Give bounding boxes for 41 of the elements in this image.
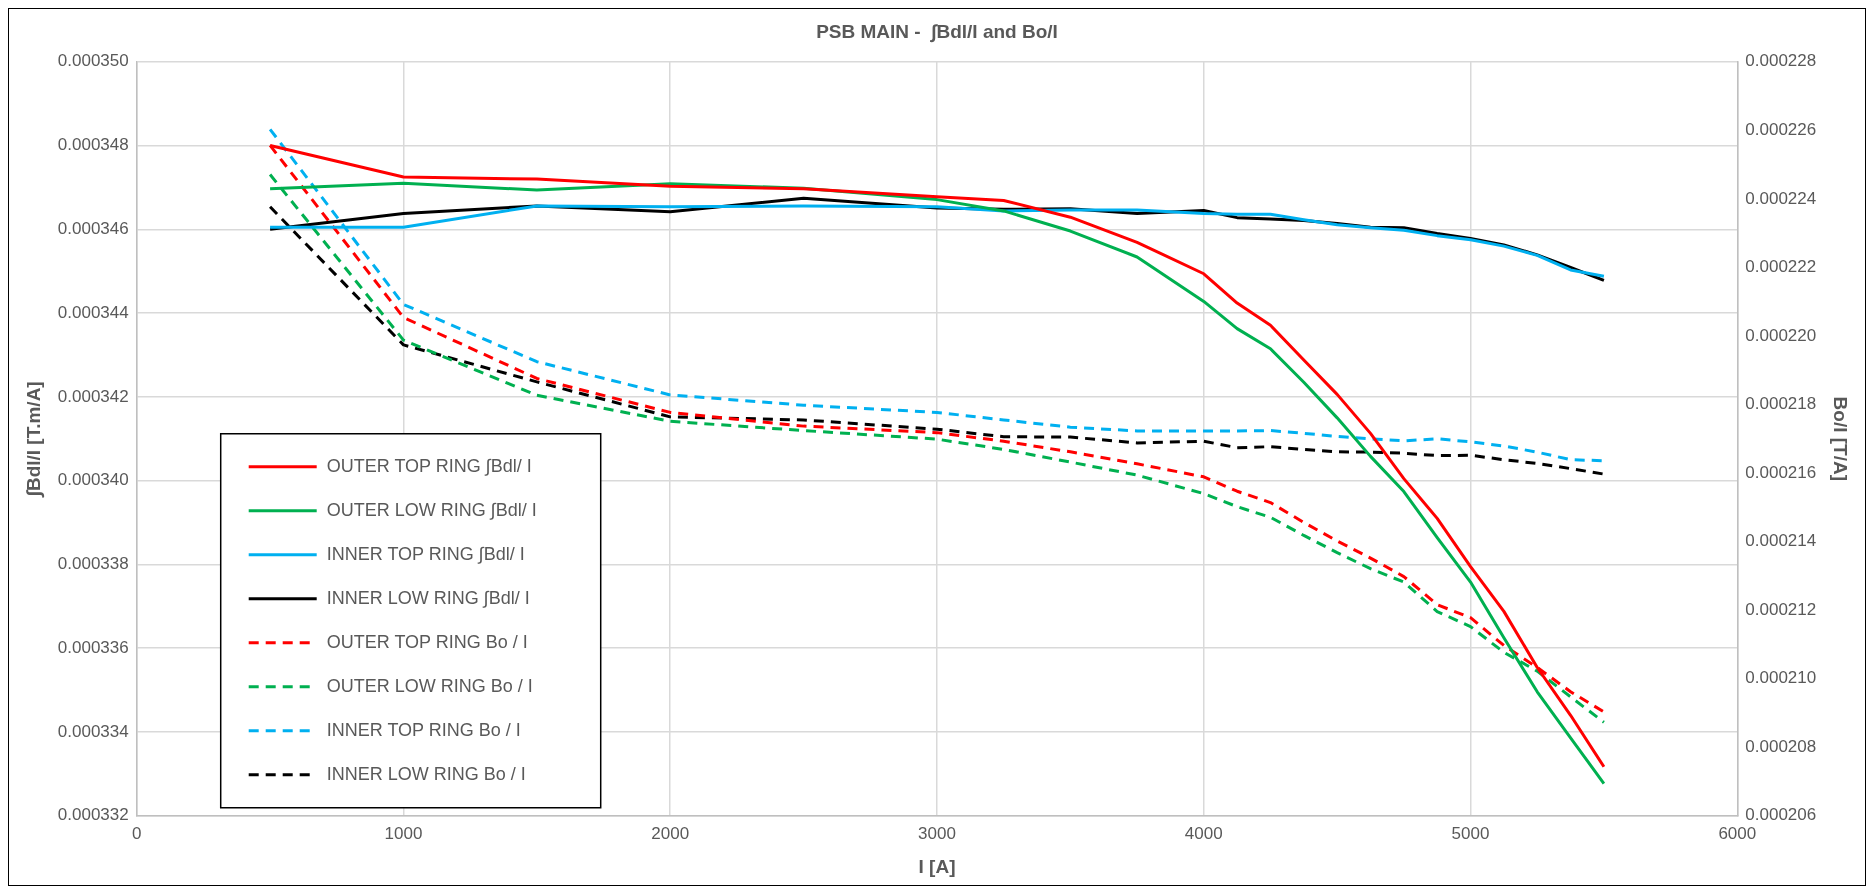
y-tick-label: 0.000332: [57, 805, 129, 825]
y-tick-label: 0.000348: [57, 135, 129, 155]
y2-axis-title: Bo/I [T/A]: [1830, 396, 1852, 482]
y2-tick-label: 0.000222: [1745, 257, 1817, 277]
y-axis-title: ∫Bdl/I [T.m/A]: [22, 381, 45, 499]
y-tick-label: 0.000350: [57, 51, 129, 71]
y-tick-label: 0.000334: [57, 721, 129, 741]
x-tick-label: 5000: [1451, 823, 1490, 843]
y-tick-label: 0.000336: [57, 637, 129, 657]
x-tick-label: 6000: [1718, 823, 1757, 843]
y-tick-label: 0.000340: [57, 470, 129, 490]
x-tick-label: 4000: [1184, 823, 1223, 843]
legend-label: INNER TOP RING Bo / I: [326, 719, 521, 740]
y2-tick-label: 0.000224: [1745, 188, 1817, 208]
x-tick-label: 0: [131, 823, 142, 843]
y-tick-label: 0.000346: [57, 219, 129, 239]
y2-tick-label: 0.000226: [1745, 120, 1817, 140]
y2-tick-label: 0.000210: [1745, 668, 1817, 688]
x-tick-label: 1000: [384, 823, 423, 843]
y-tick-label: 0.000344: [57, 302, 129, 322]
x-tick-label: 2000: [651, 823, 690, 843]
y2-tick-label: 0.000206: [1745, 805, 1817, 825]
y2-tick-label: 0.000208: [1745, 736, 1817, 756]
chart-title: PSB MAIN - ∫Bdl/I and Bo/I: [816, 20, 1058, 43]
y2-tick-label: 0.000216: [1745, 462, 1817, 482]
y2-tick-label: 0.000228: [1745, 51, 1817, 71]
y2-tick-label: 0.000214: [1745, 531, 1817, 551]
x-axis-title: I [A]: [918, 855, 956, 877]
y2-tick-label: 0.000220: [1745, 325, 1817, 345]
legend-label: INNER LOW RING ∫Bdl/ I: [326, 587, 530, 608]
legend-label: OUTER LOW RING Bo / I: [326, 675, 533, 696]
y2-tick-label: 0.000212: [1745, 599, 1817, 619]
y-tick-label: 0.000342: [57, 386, 129, 406]
y-tick-label: 0.000338: [57, 554, 129, 574]
legend-label: OUTER TOP RING ∫Bdl/ I: [326, 455, 532, 476]
y2-tick-label: 0.000218: [1745, 394, 1817, 414]
legend-label: OUTER TOP RING Bo / I: [326, 631, 528, 652]
legend-label: INNER TOP RING ∫Bdl/ I: [326, 543, 525, 564]
legend-label: OUTER LOW RING ∫Bdl/ I: [326, 499, 537, 520]
legend-label: INNER LOW RING Bo / I: [326, 763, 526, 784]
x-tick-label: 3000: [918, 823, 956, 843]
